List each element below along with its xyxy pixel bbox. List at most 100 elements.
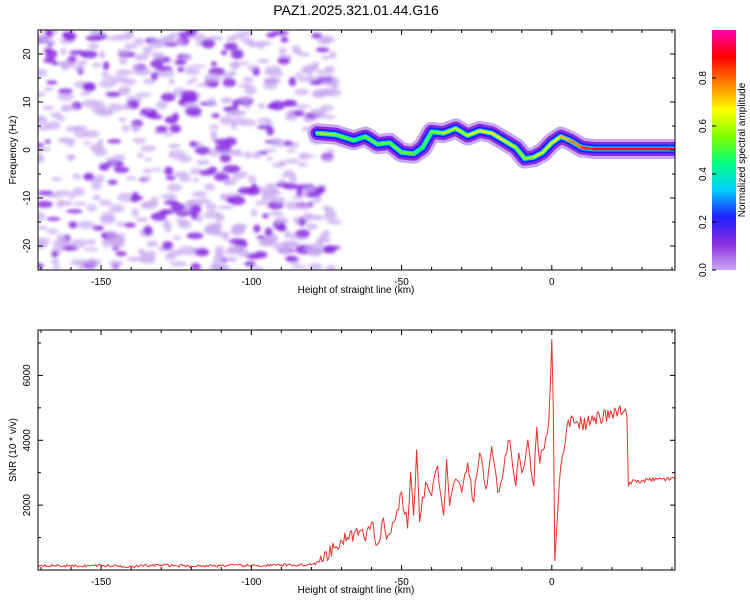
noise-blob [271,141,287,147]
snr-point [322,559,325,561]
noise-blob [247,175,257,184]
noise-blob [190,263,201,270]
noise-blob [254,251,268,259]
noise-blob [254,200,268,206]
noise-blob [323,114,336,120]
noise-blob [107,179,118,185]
snr-point [160,564,162,566]
noise-blob [309,108,326,116]
snr-point [536,426,538,428]
noise-blob [91,182,102,191]
noise-blob [326,148,335,155]
ridge-segment [580,146,596,151]
noise-blob [192,177,200,183]
snr-point [557,511,559,513]
noise-blob [321,55,330,60]
noise-blob [56,200,72,205]
noise-blob [224,137,237,146]
noise-blob [147,114,163,120]
noise-blob [140,250,157,257]
snr-point [418,520,421,522]
noise-blob [295,49,302,55]
noise-blob [160,92,176,102]
noise-blob [220,50,228,56]
noise-blob [182,53,193,62]
snr-point [572,416,574,419]
noise-blob [44,139,51,144]
colorbar-tick-label: 0.4 [698,167,709,181]
y-tick-label: 20 [22,48,33,60]
noise-blob [285,158,300,164]
noise-blob [105,91,122,97]
ridge-segment [334,133,355,142]
noise-blob [241,96,252,103]
noise-blob [178,245,196,256]
noise-blob [38,68,48,77]
noise-blob [228,195,246,206]
noise-blob [143,51,152,56]
noise-blob [330,84,339,90]
noise-blob [135,217,149,223]
noise-blob [196,83,212,88]
snr-point [539,462,541,464]
noise-blob [265,65,282,74]
snr-point [409,472,412,474]
noise-blob [172,112,179,122]
noise-blob [195,248,210,257]
noise-blob [305,223,318,230]
spectrogram-signal-ridge [307,118,675,169]
noise-blob [268,79,283,84]
x-tick-label: -100 [241,577,261,588]
noise-blob [38,147,52,152]
noise-blob [96,174,105,181]
x-tick-label: -150 [91,577,111,588]
noise-blob [282,101,298,107]
spectrogram-noise-cloud [38,30,342,270]
snr-x-ticks: -150 -100 -50 0 [40,330,673,588]
noise-blob [222,78,237,88]
noise-blob [94,110,113,117]
noise-blob [151,167,163,172]
noise-blob [68,192,76,200]
noise-blob [130,197,139,203]
noise-blob [109,260,123,267]
noise-blob [244,261,256,267]
snr-point [656,478,658,480]
noise-blob [152,51,160,60]
snr-y-axis-label: SNR (10 * v/v) [8,418,19,482]
noise-blob [144,157,153,162]
noise-blob [195,146,211,155]
noise-blob [115,251,127,257]
noise-blob [205,202,217,212]
snr-point [431,494,433,497]
noise-blob [172,235,182,240]
noise-blob [46,216,61,221]
noise-blob [237,83,253,88]
noise-blob [67,154,75,162]
noise-blob [117,87,131,91]
colorbar-label: Normalized spectral amplitude [737,82,748,217]
noise-blob [210,61,217,67]
noise-blob [291,195,304,200]
noise-blob [131,208,140,217]
noise-blob [285,255,298,262]
noise-blob [85,35,103,42]
noise-blob [205,224,219,234]
noise-blob [83,247,99,252]
ridge-segment [442,127,457,135]
ridge-segment [559,135,572,142]
noise-blob [225,111,240,116]
noise-blob [98,79,117,89]
noise-blob [273,196,286,205]
ridge-segment [388,141,403,154]
ridge-segment [550,135,563,145]
y-tick-label: 4000 [22,429,33,452]
noise-blob [297,162,308,168]
noise-blob [258,43,265,50]
noise-blob [108,204,125,213]
noise-blob [132,64,140,72]
noise-blob [221,150,240,156]
snr-point [518,452,520,454]
noise-blob [266,32,276,38]
noise-blob [131,191,139,200]
